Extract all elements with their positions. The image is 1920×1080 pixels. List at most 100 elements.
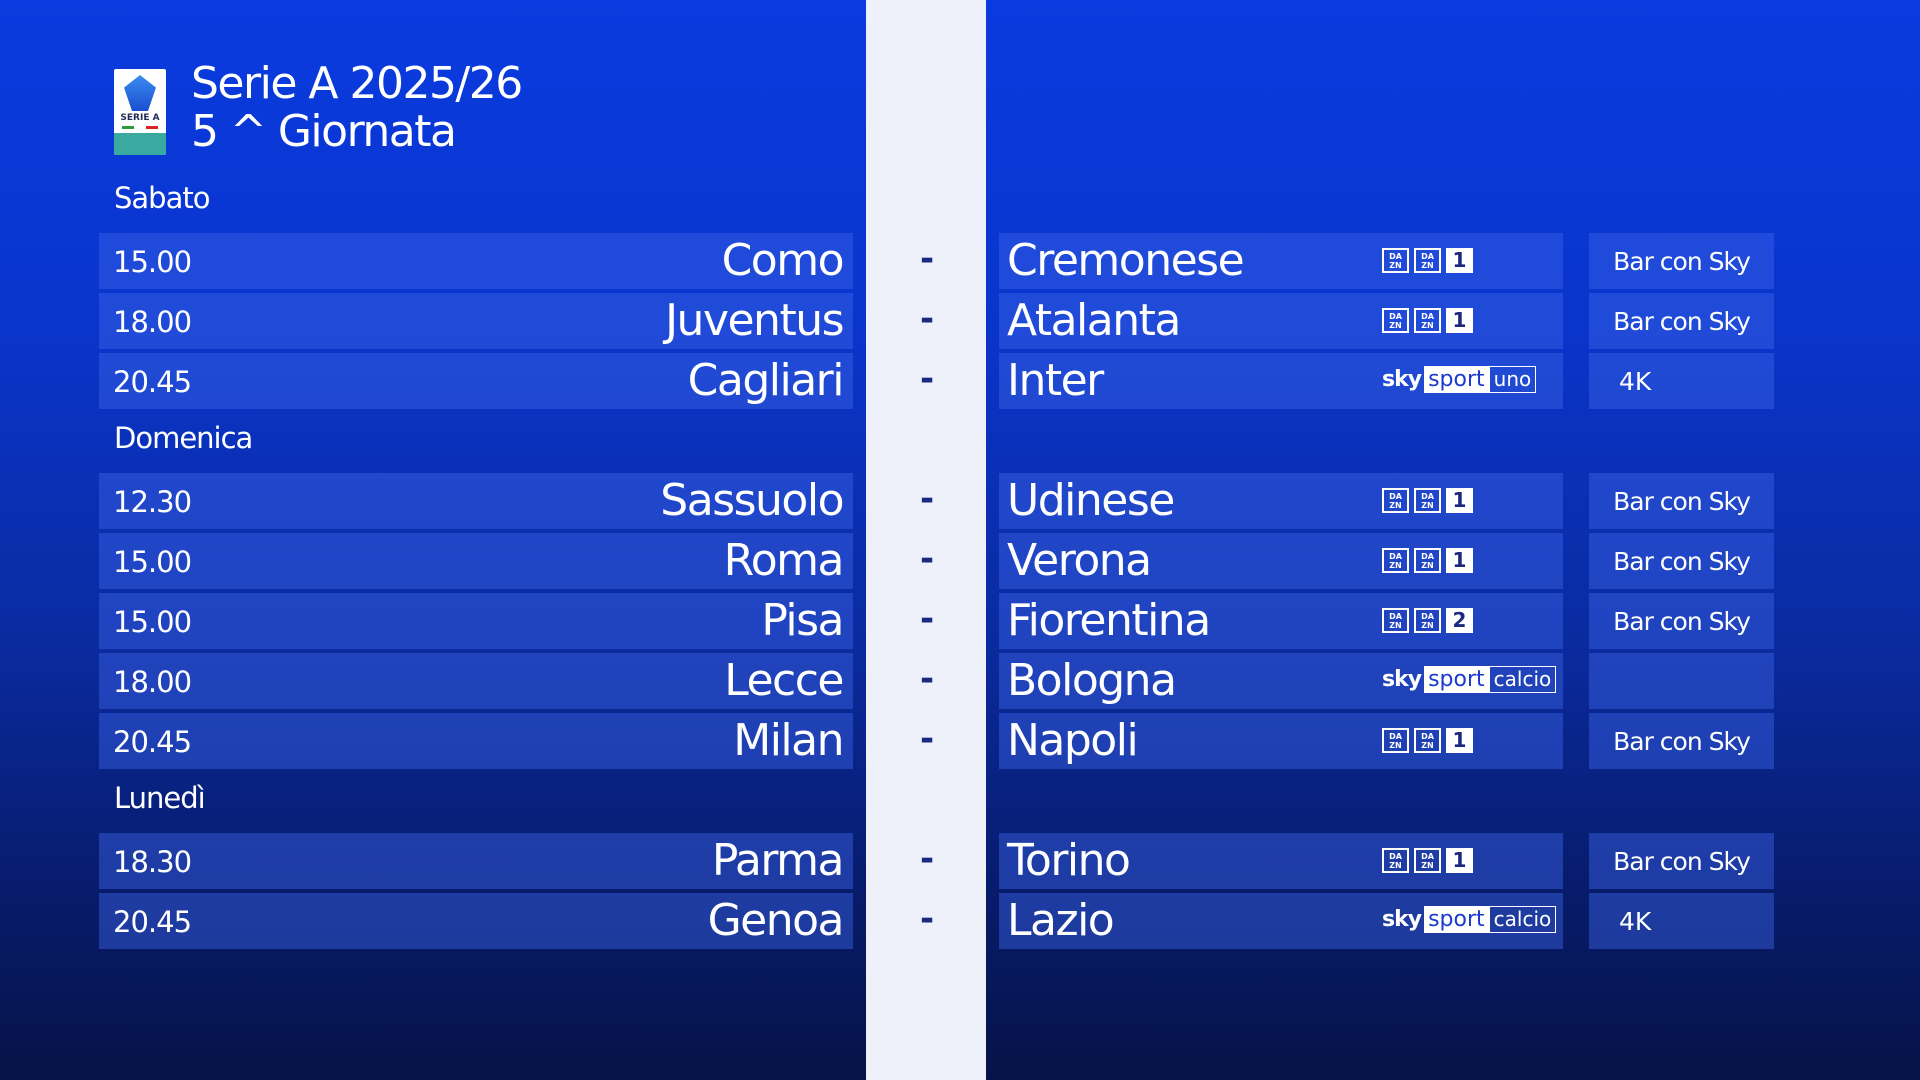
dazn-icon: DA ZN: [1414, 548, 1441, 573]
sport-label: sport: [1424, 366, 1489, 393]
dazn-icon: DA ZN: [1382, 608, 1409, 633]
extra-info-cell: [1589, 653, 1774, 709]
match-row-home: 15.00 Como: [99, 233, 853, 289]
dazn-channel-number: 1: [1446, 728, 1473, 753]
dazn-bottom: ZN: [1421, 621, 1434, 630]
dazn-channel-number: 1: [1446, 548, 1473, 573]
kickoff-time: 20.45: [113, 905, 192, 939]
dazn-bottom: ZN: [1389, 621, 1402, 630]
dazn-top: DA: [1389, 612, 1402, 621]
dazn-icon: DA ZN: [1382, 488, 1409, 513]
kickoff-time: 15.00: [113, 545, 192, 579]
title-season: Serie A 2025/26: [191, 58, 523, 109]
dazn-top: DA: [1389, 252, 1402, 261]
dazn-top: DA: [1389, 492, 1402, 501]
dazn-icon: DA ZN: [1414, 248, 1441, 273]
away-team: Cremonese: [1007, 235, 1245, 286]
match-row-away: Udinese DA ZN DA ZN 1: [999, 473, 1563, 529]
match-row-away: Lazio sky sport calcio: [999, 893, 1563, 949]
sport-label: sport: [1424, 666, 1489, 693]
away-team: Verona: [1007, 535, 1152, 586]
dazn-bottom: ZN: [1389, 501, 1402, 510]
dazn-channel-logo: DA ZN DA ZN 1: [1382, 848, 1473, 873]
dazn-bottom: ZN: [1389, 741, 1402, 750]
dazn-top: DA: [1389, 552, 1402, 561]
home-team: Cagliari: [687, 355, 845, 406]
dazn-channel-number: 1: [1446, 248, 1473, 273]
page-title: Serie A 2025/26 5 ^ Giornata: [191, 58, 523, 157]
separator-dash: -: [919, 719, 935, 759]
kickoff-time: 18.30: [113, 845, 192, 879]
extra-info-cell: Bar con Sky: [1589, 833, 1774, 889]
separator-dash: -: [919, 539, 935, 579]
day-label: Lunedì: [114, 781, 206, 815]
kickoff-time: 15.00: [113, 605, 192, 639]
separator-dash: -: [919, 839, 935, 879]
home-team: Sassuolo: [660, 475, 844, 526]
dazn-bottom: ZN: [1389, 261, 1402, 270]
match-row-away: Fiorentina DA ZN DA ZN 2: [999, 593, 1563, 649]
day-label: Domenica: [114, 421, 253, 455]
bar-con-sky-label: Bar con Sky: [1613, 307, 1751, 336]
dazn-top: DA: [1421, 252, 1434, 261]
match-row-home: 20.45 Milan: [99, 713, 853, 769]
dazn-icon: DA ZN: [1382, 728, 1409, 753]
match-row-home: 20.45 Genoa: [99, 893, 853, 949]
sky-logo: sky: [1382, 907, 1422, 932]
dazn-icon: DA ZN: [1414, 308, 1441, 333]
match-row-home: 12.30 Sassuolo: [99, 473, 853, 529]
home-team: Roma: [723, 535, 845, 586]
home-team: Como: [721, 235, 845, 286]
extra-info-cell: 4K: [1589, 893, 1774, 949]
match-row-away: Bologna sky sport calcio: [999, 653, 1563, 709]
sky-channel-name: calcio: [1488, 906, 1557, 933]
serie-a-logo: SERIE A: [114, 69, 166, 155]
dazn-channel-number: 1: [1446, 848, 1473, 873]
match-row-away: Napoli DA ZN DA ZN 1: [999, 713, 1563, 769]
extra-info-cell: Bar con Sky: [1589, 293, 1774, 349]
away-team: Udinese: [1007, 475, 1175, 526]
separator-dash: -: [919, 599, 935, 639]
dazn-top: DA: [1421, 492, 1434, 501]
dazn-channel-number: 2: [1446, 608, 1473, 633]
match-row-away: Cremonese DA ZN DA ZN 1: [999, 233, 1563, 289]
day-label: Sabato: [114, 181, 210, 215]
bar-con-sky-label: Bar con Sky: [1613, 247, 1751, 276]
kickoff-time: 15.00: [113, 245, 192, 279]
dazn-channel-number: 1: [1446, 308, 1473, 333]
dazn-bottom: ZN: [1421, 261, 1434, 270]
away-team: Lazio: [1007, 895, 1115, 946]
dazn-top: DA: [1421, 312, 1434, 321]
dazn-icon: DA ZN: [1382, 848, 1409, 873]
extra-info-cell: Bar con Sky: [1589, 533, 1774, 589]
match-row-home: 18.30 Parma: [99, 833, 853, 889]
sky-channel-name: uno: [1488, 366, 1537, 393]
match-row-home: 15.00 Pisa: [99, 593, 853, 649]
sky-logo: sky: [1382, 667, 1422, 692]
dazn-bottom: ZN: [1421, 861, 1434, 870]
home-team: Parma: [711, 835, 845, 886]
center-divider-strip: [866, 0, 986, 1080]
dazn-channel-logo: DA ZN DA ZN 1: [1382, 728, 1473, 753]
extra-info-cell: Bar con Sky: [1589, 713, 1774, 769]
bar-con-sky-label: Bar con Sky: [1613, 487, 1751, 516]
home-team: Milan: [733, 715, 844, 766]
sky-channel-name: calcio: [1488, 666, 1557, 693]
extra-info-cell: Bar con Sky: [1589, 233, 1774, 289]
separator-dash: -: [919, 479, 935, 519]
dazn-icon: DA ZN: [1382, 248, 1409, 273]
dazn-top: DA: [1421, 552, 1434, 561]
separator-dash: -: [919, 359, 935, 399]
bar-con-sky-label: Bar con Sky: [1613, 547, 1751, 576]
bar-con-sky-label: Bar con Sky: [1613, 727, 1751, 756]
dazn-channel-logo: DA ZN DA ZN 1: [1382, 488, 1473, 513]
match-row-home: 18.00 Juventus: [99, 293, 853, 349]
bar-con-sky-label: Bar con Sky: [1613, 847, 1751, 876]
title-matchday: 5 ^ Giornata: [191, 106, 457, 157]
away-team: Fiorentina: [1007, 595, 1211, 646]
match-row-away: Inter sky sport uno: [999, 353, 1563, 409]
dazn-bottom: ZN: [1421, 321, 1434, 330]
4k-badge: 4K: [1619, 367, 1652, 396]
match-row-home: 15.00 Roma: [99, 533, 853, 589]
kickoff-time: 12.30: [113, 485, 192, 519]
